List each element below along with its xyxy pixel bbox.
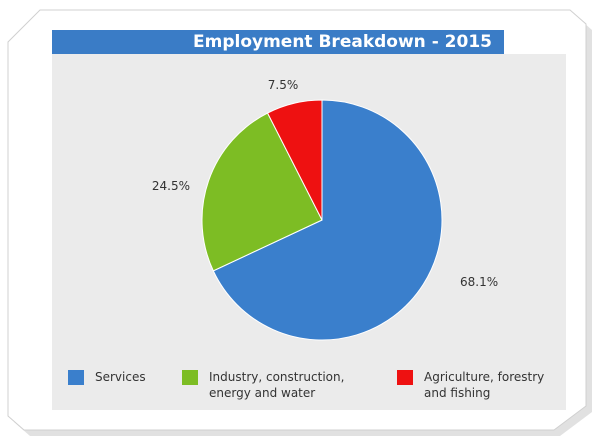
chart-title: Employment Breakdown - 2015: [193, 32, 492, 52]
title-bar: [52, 30, 504, 54]
data-label-agriculture: 7.5%: [268, 78, 299, 92]
data-label-industry: 24.5%: [152, 179, 190, 193]
legend-label-industry: Industry, construction, energy and water: [209, 370, 345, 400]
pie-slices: [201, 99, 443, 341]
legend-swatch-industry: [182, 370, 198, 385]
slice-agriculture: [266, 99, 323, 221]
slice-services: [212, 99, 443, 341]
legend-swatch-services: [68, 370, 84, 385]
data-label-services: 68.1%: [460, 275, 498, 289]
pie-data-labels: 68.1% 24.5% 7.5%: [152, 78, 498, 289]
slice-industry: [201, 112, 323, 272]
legend-label-agriculture: Agriculture, forestry and fishing: [424, 370, 545, 400]
legend-label-services: Services: [95, 370, 146, 384]
legend: Services Industry, construction, energy a…: [68, 368, 578, 416]
legend-swatch-agriculture: [397, 370, 413, 385]
